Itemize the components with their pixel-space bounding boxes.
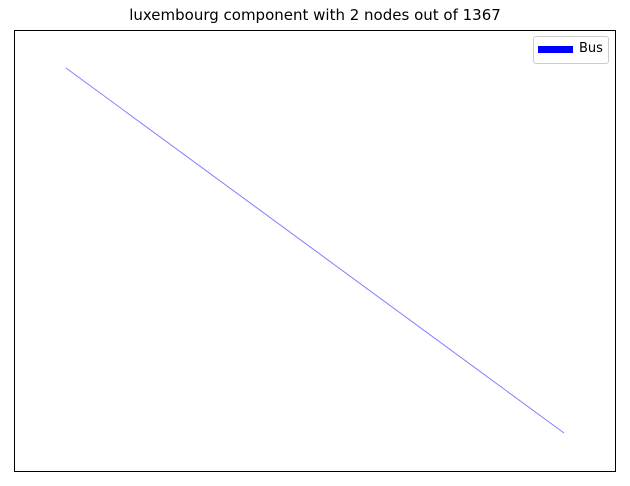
axes-frame (14, 30, 616, 472)
legend: Bus (533, 36, 609, 64)
legend-swatch-bus (538, 46, 573, 53)
series-line-bus (65, 67, 565, 434)
chart-title: luxembourg component with 2 nodes out of… (129, 6, 501, 24)
legend-label-bus: Bus (579, 41, 603, 56)
series-layer (65, 67, 565, 434)
